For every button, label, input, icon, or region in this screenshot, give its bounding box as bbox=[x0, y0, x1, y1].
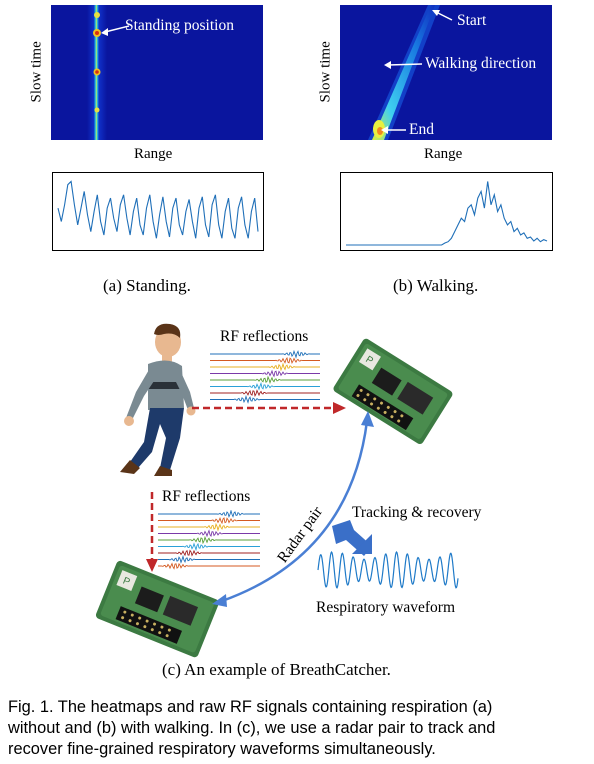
respiratory-waveform bbox=[316, 546, 460, 594]
rf-reflections-top-signals bbox=[210, 350, 320, 404]
rf-trace bbox=[210, 383, 320, 389]
rf-trace bbox=[210, 377, 320, 383]
panel-b-ylabel: Slow time bbox=[318, 43, 335, 103]
panel-b-signal bbox=[340, 172, 553, 251]
panel-b-annotation-start: Start bbox=[457, 12, 486, 30]
rf-trace bbox=[210, 391, 320, 396]
panel-a-signal bbox=[52, 172, 264, 251]
rf-trace bbox=[210, 351, 320, 357]
panel-a-ylabel: Slow time bbox=[29, 43, 46, 103]
figure-caption-line-3: recover fine-grained respiratory wavefor… bbox=[8, 739, 436, 760]
rf-trace bbox=[210, 371, 320, 376]
figure-caption-line-2: without and (b) with walking. In (c), we… bbox=[8, 718, 495, 739]
rf-trace bbox=[210, 358, 320, 363]
panel-b-annotation-direction: Walking direction bbox=[425, 55, 536, 73]
panel-a-caption: (a) Standing. bbox=[103, 276, 191, 296]
respiratory-waveform-label: Respiratory waveform bbox=[316, 599, 455, 617]
panel-b-caption: (b) Walking. bbox=[393, 276, 478, 296]
panel-a-annotation: Standing position bbox=[125, 17, 234, 35]
panel-a-xlabel: Range bbox=[134, 146, 172, 163]
rf-trace bbox=[210, 364, 320, 370]
walking-person-illustration bbox=[108, 320, 198, 480]
panel-b-annotation-end: End bbox=[409, 121, 434, 139]
figure-caption-line-1: Fig. 1. The heatmaps and raw RF signals … bbox=[8, 697, 492, 718]
panel-c-caption: (c) An example of BreathCatcher. bbox=[162, 660, 391, 680]
panel-b-xlabel: Range bbox=[424, 146, 462, 163]
rf-reflections-top-label: RF reflections bbox=[220, 328, 308, 346]
